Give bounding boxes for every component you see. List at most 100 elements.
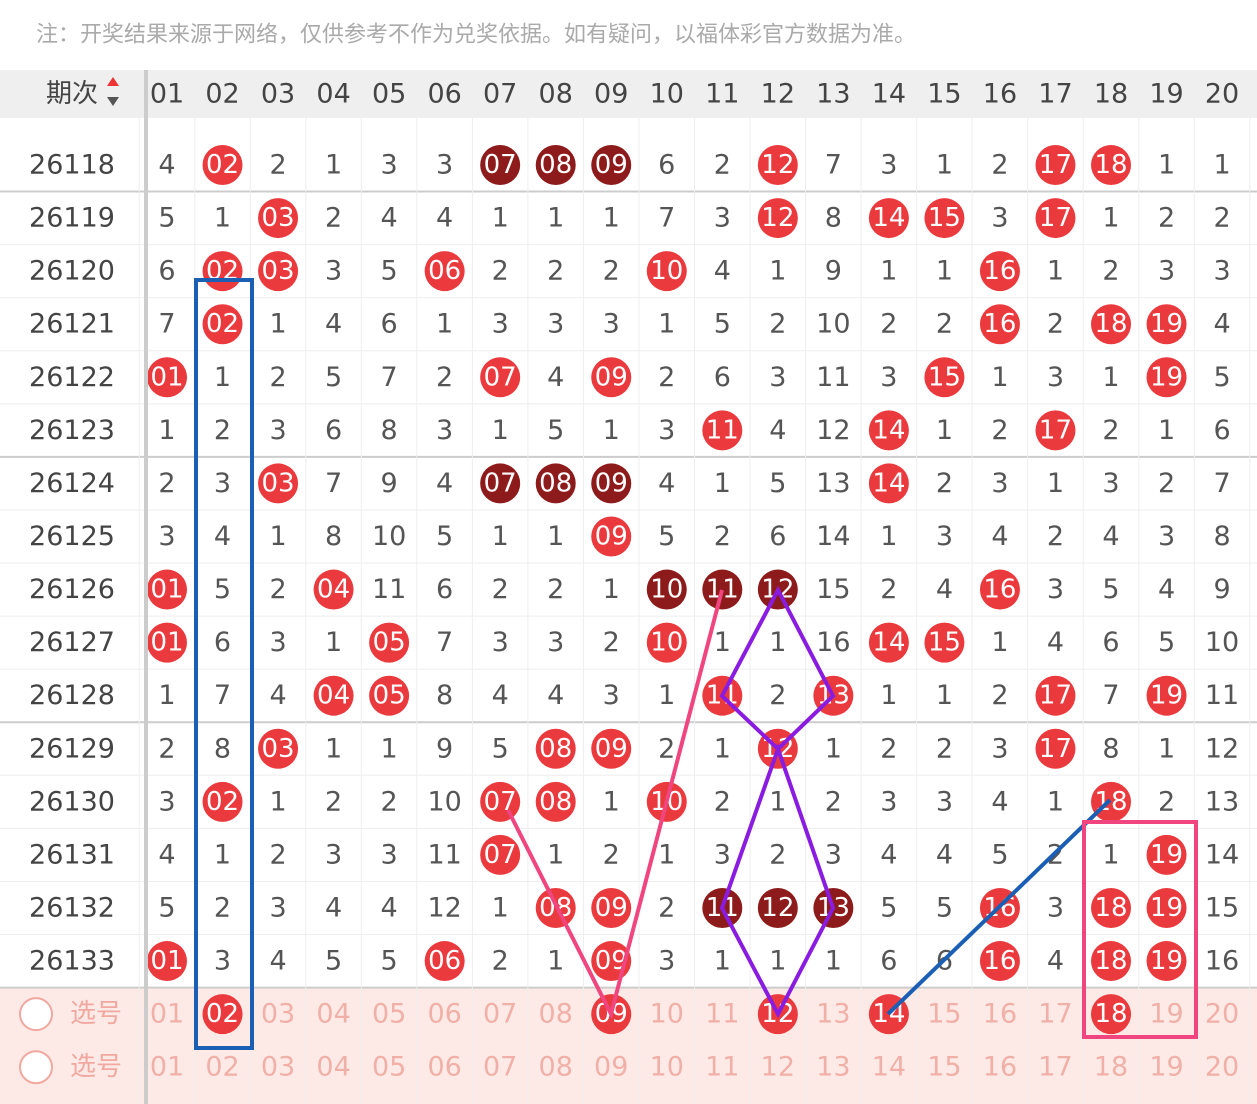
ball-number: 03 — [262, 468, 295, 498]
ball-number: 06 — [428, 256, 461, 286]
ball-number: 03 — [262, 203, 295, 233]
cell-number: 4 — [714, 256, 731, 287]
ball-number: 16 — [983, 575, 1016, 605]
ball-number: 10 — [650, 628, 683, 658]
ball — [868, 198, 909, 239]
period: 26120 — [29, 256, 115, 287]
cell-number: 5 — [1213, 362, 1230, 393]
cell-number: 4 — [158, 839, 175, 870]
cell-number: 6 — [214, 627, 231, 658]
cell-number: 6 — [1102, 627, 1119, 658]
cell-number: 2 — [492, 574, 509, 605]
cell-number: 10 — [1205, 627, 1239, 658]
cell-number: 1 — [825, 733, 842, 764]
cell-number: 01 — [150, 1052, 184, 1083]
cell-number: 4 — [492, 680, 509, 711]
cell-number: 4 — [936, 574, 953, 605]
cell-number: 10 — [650, 1052, 684, 1083]
cell-number: 2 — [1213, 203, 1230, 234]
cell-number: 2 — [547, 574, 564, 605]
cell-number: 10 — [372, 521, 406, 552]
cell-number: 3 — [158, 786, 175, 817]
ball-number: 16 — [983, 256, 1016, 286]
period: 26133 — [29, 946, 115, 977]
cell-number: 3 — [381, 839, 398, 870]
ball — [147, 941, 187, 982]
cell-number: 9 — [1213, 574, 1230, 605]
cell-number: 03 — [261, 1052, 295, 1083]
ball-number: 19 — [1150, 362, 1183, 392]
ball-number: 09 — [595, 734, 628, 764]
cell-number: 12 — [816, 415, 850, 446]
column-header: 03 — [261, 79, 295, 110]
ball-number: 08 — [539, 468, 572, 498]
cell-number: 3 — [269, 892, 286, 923]
pick-radio[interactable] — [19, 1050, 53, 1085]
ball — [1146, 675, 1187, 716]
cell-number: 4 — [769, 415, 786, 446]
cell-number: 5 — [214, 574, 231, 605]
ball — [924, 622, 965, 663]
cell-number: 1 — [492, 415, 509, 446]
cell-number: 6 — [381, 309, 398, 340]
cell-number: 1 — [269, 521, 286, 552]
cell-number: 03 — [261, 999, 295, 1030]
ball-number: 07 — [484, 840, 517, 870]
sort-down[interactable] — [107, 97, 119, 106]
cell-number: 1 — [714, 468, 731, 499]
ball-number: 18 — [1094, 946, 1127, 976]
cell-number: 3 — [658, 415, 675, 446]
divider — [144, 70, 148, 1104]
cell-number: 1 — [158, 415, 175, 446]
cell-number: 1 — [325, 733, 342, 764]
cell-number: 11 — [372, 574, 406, 605]
cell-number: 9 — [381, 468, 398, 499]
cell-number: 2 — [1158, 203, 1175, 234]
pick-radio[interactable] — [19, 997, 53, 1032]
cell-number: 09 — [594, 1052, 628, 1083]
cell-number: 4 — [547, 362, 564, 393]
column-header: 02 — [205, 79, 239, 110]
cell-number: 8 — [381, 415, 398, 446]
cell-number: 11 — [427, 839, 461, 870]
ball — [591, 357, 632, 398]
cell-number: 5 — [769, 468, 786, 499]
cell-number: 17 — [1038, 1052, 1072, 1083]
cell-number: 7 — [325, 468, 342, 499]
cell-number: 3 — [325, 839, 342, 870]
cell-number: 15 — [1205, 892, 1239, 923]
cell-number: 8 — [825, 203, 842, 234]
ball — [979, 569, 1020, 610]
column-header: 06 — [427, 79, 461, 110]
ball-number: 02 — [206, 309, 239, 339]
column-header: 01 — [150, 79, 184, 110]
ball — [1035, 145, 1076, 185]
period-header[interactable]: 期次 — [46, 79, 98, 109]
cell-number: 9 — [825, 256, 842, 287]
cell-number: 2 — [658, 892, 675, 923]
cell-number: 3 — [381, 150, 398, 181]
cell-number: 5 — [381, 946, 398, 977]
cell-number: 2 — [658, 362, 675, 393]
cell-number: 3 — [325, 256, 342, 287]
ball-number: 19 — [1150, 681, 1183, 711]
period: 26119 — [29, 203, 115, 234]
ball-number: 15 — [928, 628, 961, 658]
cell-number: 3 — [991, 468, 1008, 499]
cell-number: 6 — [769, 521, 786, 552]
cell-number: 1 — [603, 415, 620, 446]
cell-number: 7 — [436, 627, 453, 658]
cell-number: 1 — [547, 946, 564, 977]
ball-number: 09 — [595, 521, 628, 551]
ball-number: 18 — [1094, 893, 1127, 923]
ball — [258, 463, 299, 504]
pink-box — [1082, 820, 1198, 1039]
cell-number: 17 — [1038, 999, 1072, 1030]
ball — [1146, 304, 1187, 345]
cell-number: 1 — [825, 946, 842, 977]
cell-number: 6 — [325, 415, 342, 446]
sort-up[interactable] — [107, 77, 119, 86]
period: 26124 — [29, 468, 115, 499]
ball — [480, 834, 521, 875]
column-header: 19 — [1149, 79, 1183, 110]
